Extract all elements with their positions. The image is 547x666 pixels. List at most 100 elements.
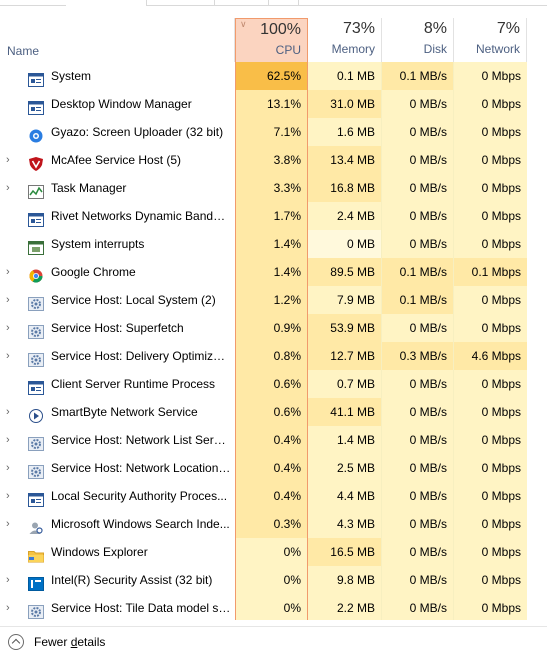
- column-name[interactable]: Name: [0, 18, 235, 62]
- disk-value: 0 MB/s: [382, 230, 454, 258]
- row-spacer: [527, 594, 547, 620]
- network-value: 0 Mbps: [454, 510, 527, 538]
- expand-chevron-icon[interactable]: ›: [6, 182, 10, 194]
- tab-startup[interactable]: [268, 0, 299, 6]
- disk-column-label: Disk: [423, 42, 447, 56]
- process-name: Microsoft Windows Search Inde...: [51, 517, 230, 531]
- network-value: 0 Mbps: [454, 454, 527, 482]
- sort-arrow-icon: ∨: [240, 19, 247, 29]
- disk-value: 0 MB/s: [382, 594, 454, 620]
- process-row[interactable]: › Local Security Authority Proces... 0.4% 4…: [0, 482, 547, 510]
- expand-chevron-icon[interactable]: ›: [6, 154, 10, 166]
- process-name-cell: Desktop Window Manager: [0, 90, 235, 118]
- expand-chevron-icon[interactable]: ›: [6, 322, 10, 334]
- row-spacer: [527, 398, 547, 426]
- network-column-label: Network: [475, 42, 520, 56]
- network-total-percent: 7%: [496, 20, 520, 37]
- process-row[interactable]: System interrupts 1.4% 0 MB 0 MB/s 0 Mbps: [0, 230, 547, 258]
- disk-value: 0.3 MB/s: [382, 342, 454, 370]
- cpu-value: 0.4%: [235, 482, 308, 510]
- expand-chevron-icon[interactable]: ›: [6, 490, 10, 502]
- disk-value: 0 MB/s: [382, 510, 454, 538]
- row-spacer: [527, 230, 547, 258]
- gyazo-icon: [28, 125, 44, 143]
- process-name-cell: Windows Explorer: [0, 538, 235, 566]
- process-row[interactable]: › SmartByte Network Service 0.6% 41.1 MB 0 M…: [0, 398, 547, 426]
- column-memory[interactable]: 73% Memory: [308, 18, 382, 62]
- process-name: Service Host: Local System (2): [51, 293, 216, 307]
- row-spacer: [527, 62, 547, 90]
- task-manager-icon: [28, 181, 44, 199]
- row-spacer: [527, 146, 547, 174]
- process-row[interactable]: Gyazo: Screen Uploader (32 bit) 7.1% 1.6 M…: [0, 118, 547, 146]
- tab-app-history[interactable]: [214, 0, 269, 6]
- process-row[interactable]: › Service Host: Superfetch 0.9% 53.9 MB 0 MB…: [0, 314, 547, 342]
- expand-chevron-icon[interactable]: ›: [6, 462, 10, 474]
- disk-value: 0 MB/s: [382, 482, 454, 510]
- process-row[interactable]: Desktop Window Manager 13.1% 31.0 MB 0 MB/s…: [0, 90, 547, 118]
- process-row[interactable]: Rivet Networks Dynamic Bandw... 1.7% 2.4 M…: [0, 202, 547, 230]
- expand-chevron-icon[interactable]: ›: [6, 406, 10, 418]
- tab-performance[interactable]: [146, 0, 215, 6]
- disk-value: 0.1 MB/s: [382, 62, 454, 90]
- process-row[interactable]: › Service Host: Delivery Optimizat... 0.8%…: [0, 342, 547, 370]
- disk-total-percent: 8%: [423, 20, 447, 37]
- mcafee-shield-icon: [28, 153, 44, 171]
- fewer-details-link[interactable]: Fewer details: [34, 635, 106, 649]
- cpu-value: 3.8%: [235, 146, 308, 174]
- memory-value: 4.3 MB: [308, 510, 382, 538]
- process-row[interactable]: › Google Chrome 1.4% 89.5 MB 0.1 MB/s 0.1 Mbp…: [0, 258, 547, 286]
- expand-chevron-icon[interactable]: ›: [6, 602, 10, 614]
- expand-chevron-icon[interactable]: ›: [6, 294, 10, 306]
- network-value: 0 Mbps: [454, 174, 527, 202]
- memory-value: 13.4 MB: [308, 146, 382, 174]
- memory-value: 0.1 MB: [308, 62, 382, 90]
- disk-value: 0 MB/s: [382, 370, 454, 398]
- cpu-value: 0.4%: [235, 454, 308, 482]
- process-row[interactable]: Client Server Runtime Process 0.6% 0.7 MB 0…: [0, 370, 547, 398]
- tab-processes[interactable]: [66, 0, 147, 6]
- cpu-value: 13.1%: [235, 90, 308, 118]
- collapse-chevron-icon[interactable]: [8, 634, 24, 650]
- column-disk[interactable]: 8% Disk: [382, 18, 454, 62]
- row-spacer: [527, 510, 547, 538]
- network-value: 0 Mbps: [454, 426, 527, 454]
- process-row[interactable]: Windows Explorer 0% 16.5 MB 0 MB/s 0 Mbps: [0, 538, 547, 566]
- memory-value: 31.0 MB: [308, 90, 382, 118]
- memory-value: 0.7 MB: [308, 370, 382, 398]
- network-value: 0 Mbps: [454, 146, 527, 174]
- row-spacer: [527, 454, 547, 482]
- process-row[interactable]: › Service Host: Network Location ... 0.4% 2…: [0, 454, 547, 482]
- cpu-value: 1.4%: [235, 258, 308, 286]
- expand-chevron-icon[interactable]: ›: [6, 574, 10, 586]
- process-name: Google Chrome: [51, 265, 136, 279]
- memory-value: 1.6 MB: [308, 118, 382, 146]
- column-network[interactable]: 7% Network: [454, 18, 527, 62]
- network-value: 0 Mbps: [454, 230, 527, 258]
- cpu-value: 0.9%: [235, 314, 308, 342]
- process-name: Service Host: Network Location ...: [51, 461, 231, 475]
- expand-chevron-icon[interactable]: ›: [6, 350, 10, 362]
- process-row[interactable]: › Service Host: Tile Data model se... 0% 2.…: [0, 594, 547, 620]
- memory-value: 16.5 MB: [308, 538, 382, 566]
- column-cpu[interactable]: ∨ 100% CPU: [235, 18, 308, 62]
- process-row[interactable]: › Service Host: Network List Service 0.4% 1…: [0, 426, 547, 454]
- memory-value: 2.2 MB: [308, 594, 382, 620]
- disk-value: 0 MB/s: [382, 398, 454, 426]
- process-row[interactable]: › Task Manager 3.3% 16.8 MB 0 MB/s 0 Mbps: [0, 174, 547, 202]
- gear-icon: [28, 601, 44, 619]
- process-row[interactable]: › Intel(R) Security Assist (32 bit) 0% 9.8 …: [0, 566, 547, 594]
- process-row[interactable]: › Microsoft Windows Search Inde... 0.3% 4.3…: [0, 510, 547, 538]
- expand-chevron-icon[interactable]: ›: [6, 266, 10, 278]
- process-row[interactable]: › McAfee Service Host (5) 3.8% 13.4 MB 0 MB/…: [0, 146, 547, 174]
- gear-icon: [28, 349, 44, 367]
- network-value: 0 Mbps: [454, 286, 527, 314]
- cpu-value: 0.4%: [235, 426, 308, 454]
- expand-chevron-icon[interactable]: ›: [6, 518, 10, 530]
- process-row[interactable]: System 62.5% 0.1 MB 0.1 MB/s 0 Mbps: [0, 62, 547, 90]
- memory-value: 12.7 MB: [308, 342, 382, 370]
- memory-value: 1.4 MB: [308, 426, 382, 454]
- expand-chevron-icon[interactable]: ›: [6, 434, 10, 446]
- system-window-icon: [28, 69, 44, 87]
- process-row[interactable]: › Service Host: Local System (2) 1.2% 7.9 M…: [0, 286, 547, 314]
